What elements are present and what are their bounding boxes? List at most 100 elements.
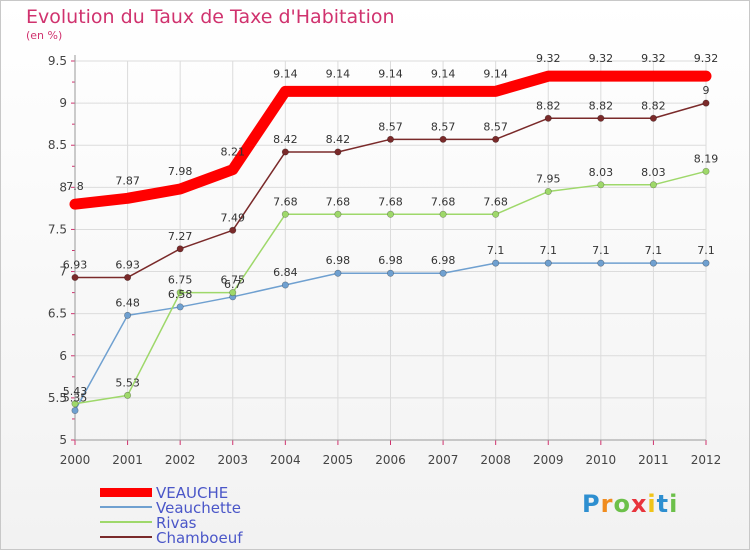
data-label-veauche: 9.32	[536, 52, 561, 65]
data-label-chamboeuf: 6.93	[115, 258, 140, 271]
data-point-rivas	[281, 210, 289, 218]
data-label-veauche: 7.8	[66, 180, 84, 193]
data-label-chamboeuf: 7.27	[168, 230, 193, 243]
x-tick-label: 2010	[586, 453, 617, 467]
data-point-chamboeuf	[439, 135, 447, 143]
data-label-rivas: 8.19	[694, 152, 719, 165]
y-tick-label: 5	[59, 433, 67, 447]
data-point-rivas	[702, 167, 710, 175]
data-label-rivas: 8.03	[589, 166, 614, 179]
x-tick-label: 2011	[638, 453, 669, 467]
data-label-rivas: 5.53	[115, 376, 140, 389]
x-tick-label: 2012	[691, 453, 722, 467]
data-label-chamboeuf: 8.42	[326, 133, 351, 146]
y-tick-label: 8.5	[48, 138, 67, 152]
data-label-rivas: 7.68	[378, 195, 403, 208]
y-tick-label: 7.5	[48, 222, 67, 236]
data-label-chamboeuf: 6.93	[63, 258, 88, 271]
data-label-rivas: 8.03	[641, 166, 666, 179]
data-point-chamboeuf	[649, 114, 657, 122]
data-label-veauche: 8.21	[221, 146, 246, 159]
proxiti-logo: Proxiti	[582, 490, 678, 518]
data-point-chamboeuf	[492, 135, 500, 143]
data-label-rivas: 7.68	[273, 195, 298, 208]
data-label-veauche: 9.14	[378, 67, 403, 80]
data-point-veauchette	[334, 269, 342, 277]
data-point-chamboeuf	[229, 226, 237, 234]
data-point-chamboeuf	[176, 245, 184, 253]
legend-label: Rivas	[156, 514, 197, 532]
data-label-veauche: 7.87	[115, 174, 140, 187]
data-point-rivas	[176, 289, 184, 297]
logo-letter: x	[630, 490, 648, 518]
data-label-veauchette: 6.7	[224, 278, 242, 291]
data-point-veauchette	[702, 259, 710, 267]
data-point-veauchette	[124, 311, 132, 319]
logo-letter: r	[600, 490, 614, 518]
data-point-chamboeuf	[334, 148, 342, 156]
x-tick-label: 2005	[323, 453, 354, 467]
x-tick-label: 2004	[270, 453, 301, 467]
data-label-veauchette: 7.1	[592, 244, 610, 257]
data-label-rivas: 7.68	[326, 195, 351, 208]
data-label-veauche: 9.14	[483, 67, 508, 80]
data-point-veauchette	[439, 269, 447, 277]
legend-swatch	[100, 487, 152, 497]
y-tick-label: 6.5	[48, 307, 67, 321]
data-point-chamboeuf	[71, 273, 79, 281]
data-point-chamboeuf	[124, 273, 132, 281]
series-layer	[69, 70, 712, 415]
data-label-chamboeuf: 8.57	[431, 120, 456, 133]
data-point-veauchette	[597, 259, 605, 267]
x-tick-label: 2000	[60, 453, 91, 467]
data-label-veauche: 9.14	[273, 67, 298, 80]
legend-swatch	[100, 536, 152, 538]
data-label-chamboeuf: 8.42	[273, 133, 298, 146]
data-label-veauchette: 6.98	[326, 254, 351, 267]
chart-unit: (en %)	[26, 29, 63, 42]
data-point-rivas	[386, 210, 394, 218]
data-point-veauchette	[492, 259, 500, 267]
data-label-chamboeuf: 8.82	[641, 99, 666, 112]
x-tick-label: 2002	[165, 453, 196, 467]
data-point-rivas	[124, 391, 132, 399]
data-label-veauchette: 5.35	[63, 392, 88, 405]
data-point-rivas	[544, 188, 552, 196]
x-tick-label: 2003	[217, 453, 248, 467]
legend-label: Chamboeuf	[156, 529, 243, 547]
data-point-rivas	[71, 400, 79, 408]
y-tick-label: 6	[59, 349, 67, 363]
data-label-chamboeuf: 7.49	[221, 211, 246, 224]
legend-swatch	[100, 506, 152, 508]
data-label-veauchette: 6.98	[378, 254, 403, 267]
y-tick-label: 7	[59, 265, 67, 279]
y-tick-label: 9	[59, 96, 67, 110]
y-tick-label: 9.5	[48, 54, 67, 68]
data-point-veauchette	[386, 269, 394, 277]
data-labels: 7.8 7.87 7.98 8.21 9.14 9.14 9.14 9.14 9.14 9.32 9…	[63, 52, 719, 404]
data-point-rivas	[229, 289, 237, 297]
data-label-veauchette: 6.98	[431, 254, 456, 267]
data-point-chamboeuf	[702, 99, 710, 107]
data-point-veauchette	[71, 407, 79, 415]
data-point-chamboeuf	[281, 148, 289, 156]
data-label-veauchette: 6.58	[168, 288, 193, 301]
data-label-veauche: 7.98	[168, 165, 193, 178]
y-tick-label: 8	[59, 180, 67, 194]
logo-letter: o	[613, 490, 631, 518]
y-tick-label: 5.5	[48, 391, 67, 405]
axes: 5 5.5 6 6.5 7 7.5 8 8.5 9 9.5 2000 2001 2002 2003 2004…	[48, 54, 721, 467]
logo-letter: t	[656, 490, 670, 518]
legend-label: Veauchette	[156, 499, 241, 517]
data-label-veauchette: 7.1	[487, 244, 505, 257]
data-label-veauche: 9.32	[694, 52, 719, 65]
data-label-veauchette: 7.1	[697, 244, 715, 257]
x-tick-label: 2008	[480, 453, 511, 467]
data-label-veauchette: 7.1	[540, 244, 558, 257]
data-point-veauchette	[281, 281, 289, 289]
x-tick-label: 2006	[375, 453, 406, 467]
data-label-veauche: 9.14	[431, 67, 456, 80]
data-label-chamboeuf: 8.57	[378, 120, 403, 133]
data-label-chamboeuf: 8.57	[483, 120, 508, 133]
